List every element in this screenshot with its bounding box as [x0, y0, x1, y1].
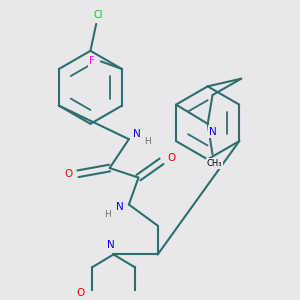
- Text: N: N: [116, 202, 124, 212]
- Text: O: O: [167, 153, 175, 164]
- Text: F: F: [89, 56, 95, 66]
- Text: O: O: [64, 169, 73, 179]
- Text: O: O: [77, 287, 85, 298]
- Text: N: N: [107, 240, 115, 250]
- Text: H: H: [144, 136, 151, 146]
- Text: CH₃: CH₃: [207, 159, 222, 168]
- Text: N: N: [133, 129, 140, 140]
- Text: N: N: [209, 127, 216, 136]
- Text: H: H: [104, 210, 111, 219]
- Text: Cl: Cl: [93, 10, 103, 20]
